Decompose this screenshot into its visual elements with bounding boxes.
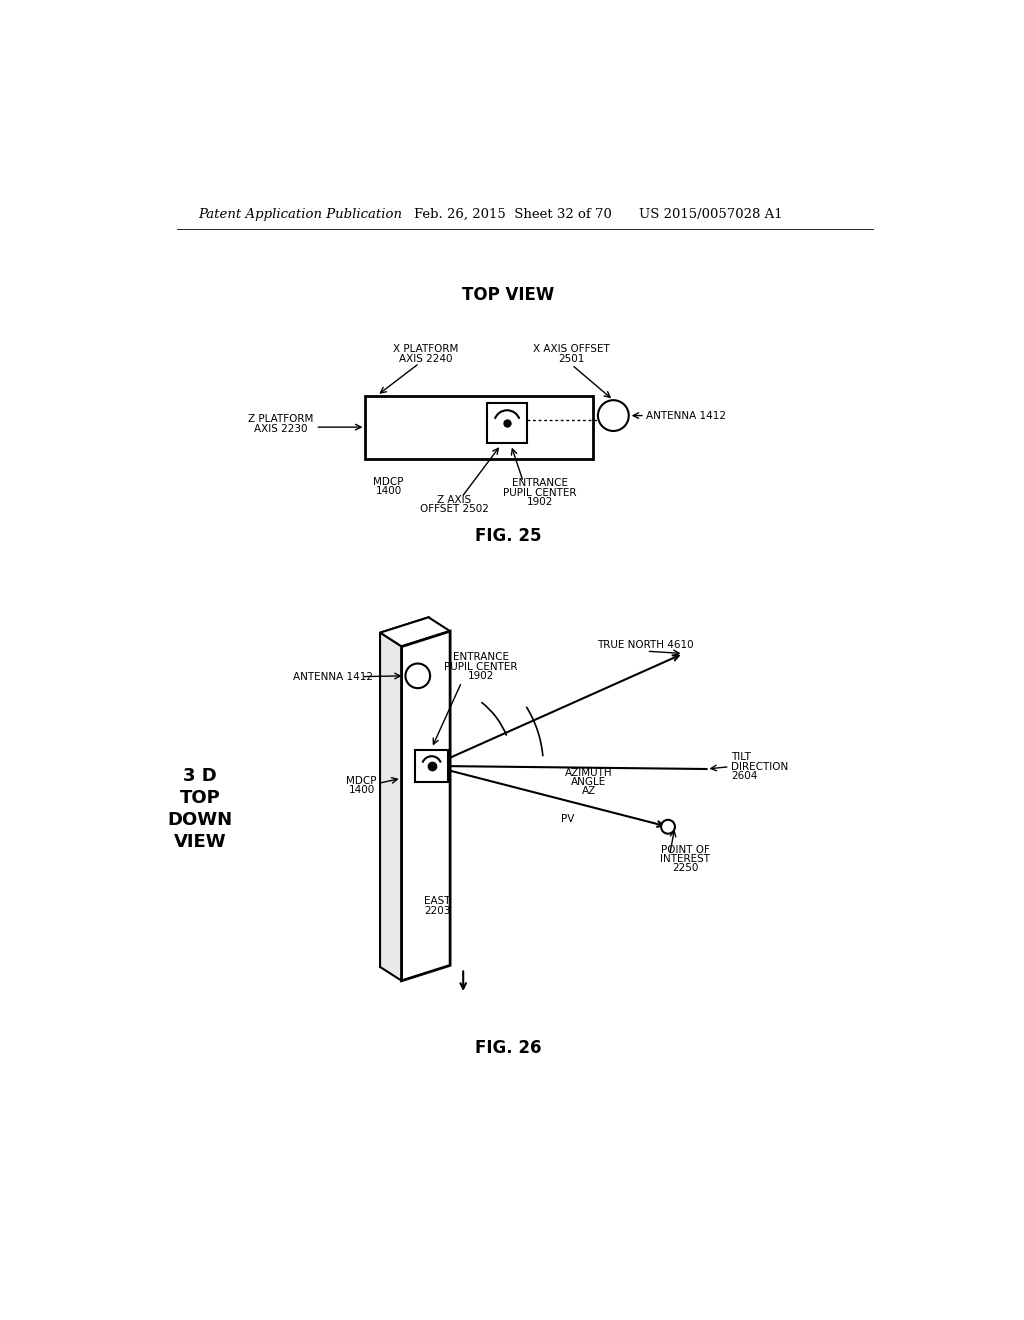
Circle shape <box>598 400 629 432</box>
Text: 3 D
TOP
DOWN
VIEW: 3 D TOP DOWN VIEW <box>167 767 232 851</box>
Text: ENTRANCE: ENTRANCE <box>453 652 509 663</box>
Text: FIG. 26: FIG. 26 <box>474 1039 541 1057</box>
Text: PUPIL CENTER: PUPIL CENTER <box>444 661 518 672</box>
Text: 2604: 2604 <box>731 771 758 781</box>
Text: EAST: EAST <box>424 896 451 907</box>
Text: POINT OF: POINT OF <box>660 845 710 855</box>
Text: MDCP: MDCP <box>374 477 403 487</box>
Bar <box>416 750 447 781</box>
Polygon shape <box>401 631 451 981</box>
Text: X PLATFORM: X PLATFORM <box>393 345 458 354</box>
Text: 1400: 1400 <box>376 486 401 496</box>
Text: ANGLE: ANGLE <box>571 777 606 787</box>
Text: FIG. 25: FIG. 25 <box>474 527 541 545</box>
Text: PV: PV <box>561 814 574 824</box>
Text: Feb. 26, 2015  Sheet 32 of 70: Feb. 26, 2015 Sheet 32 of 70 <box>414 209 611 222</box>
Text: 2203: 2203 <box>424 906 451 916</box>
Circle shape <box>662 820 675 834</box>
Text: Z AXIS: Z AXIS <box>437 495 471 504</box>
Text: MDCP: MDCP <box>346 776 377 785</box>
Text: US 2015/0057028 A1: US 2015/0057028 A1 <box>639 209 782 222</box>
Text: TILT: TILT <box>731 752 751 763</box>
Bar <box>366 396 593 459</box>
Circle shape <box>406 664 430 688</box>
Text: AXIS 2240: AXIS 2240 <box>398 354 453 363</box>
Text: 2250: 2250 <box>672 863 698 874</box>
Text: X AXIS OFFSET: X AXIS OFFSET <box>534 345 610 354</box>
Text: TOP VIEW: TOP VIEW <box>462 286 554 305</box>
Text: 1902: 1902 <box>468 671 495 681</box>
Text: DIRECTION: DIRECTION <box>731 762 788 772</box>
Text: Z PLATFORM: Z PLATFORM <box>248 414 313 425</box>
Text: ANTENNA 1412: ANTENNA 1412 <box>293 672 373 681</box>
Text: 2501: 2501 <box>558 354 585 363</box>
Text: ANTENNA 1412: ANTENNA 1412 <box>646 411 726 421</box>
Text: OFFSET 2502: OFFSET 2502 <box>420 504 488 513</box>
Polygon shape <box>380 618 429 966</box>
Text: 1902: 1902 <box>527 496 553 507</box>
Polygon shape <box>380 632 401 981</box>
Text: Patent Application Publication: Patent Application Publication <box>199 209 402 222</box>
Text: PUPIL CENTER: PUPIL CENTER <box>504 487 577 498</box>
Text: AXIS 2230: AXIS 2230 <box>254 425 307 434</box>
Text: 1400: 1400 <box>348 785 375 795</box>
Polygon shape <box>380 618 451 647</box>
Bar <box>487 404 527 444</box>
Text: TRUE NORTH 4610: TRUE NORTH 4610 <box>597 640 693 649</box>
Text: ENTRANCE: ENTRANCE <box>512 478 568 488</box>
Text: AZ: AZ <box>582 787 596 796</box>
Text: AZIMUTH: AZIMUTH <box>565 768 612 777</box>
Text: INTEREST: INTEREST <box>659 854 710 865</box>
